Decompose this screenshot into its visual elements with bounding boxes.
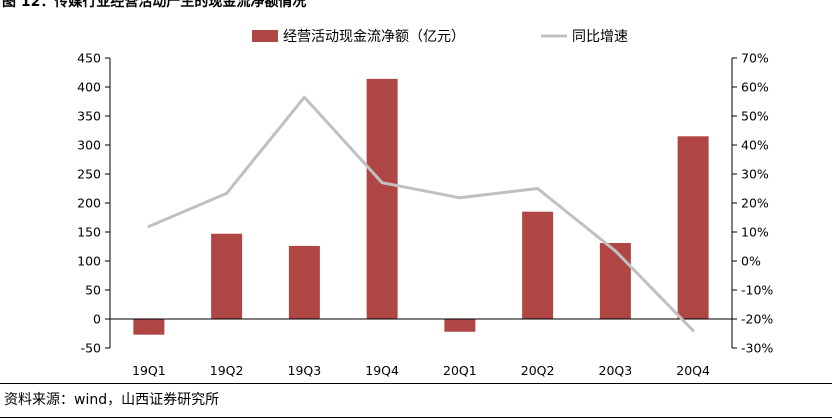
x-axis-tick-label: 20Q1 [443, 363, 477, 378]
x-axis-tick-label: 20Q4 [676, 363, 710, 378]
right-axis-tick-label: 20% [741, 196, 769, 211]
right-axis-tick-label: -30% [741, 341, 773, 356]
right-axis-tick-label: -20% [741, 312, 773, 327]
x-axis-tick-label: 19Q2 [210, 363, 244, 378]
bar-20Q4 [677, 136, 709, 319]
left-axis-tick-label: 350 [77, 109, 101, 124]
bar-19Q3 [288, 245, 320, 319]
right-axis-tick-label: 70% [741, 51, 769, 66]
x-axis-tick-label: 19Q1 [132, 363, 166, 378]
source-note: 资料来源：wind，山西证券研究所 [4, 392, 220, 408]
right-axis-tick-label: 30% [741, 167, 769, 182]
left-axis-tick-label: 200 [77, 196, 101, 211]
left-axis-tick-label: 300 [77, 138, 101, 153]
left-axis-tick-label: 100 [77, 254, 101, 269]
left-axis-tick-label: 150 [77, 225, 101, 240]
left-axis-tick-label: 250 [77, 167, 101, 182]
left-axis-tick-label: 400 [77, 80, 101, 95]
x-axis-tick-label: 19Q4 [365, 363, 399, 378]
right-axis-tick-label: 10% [741, 225, 769, 240]
x-axis-tick-label: 20Q2 [521, 363, 555, 378]
x-axis-tick-label: 19Q3 [288, 363, 322, 378]
source-divider-bottom [0, 417, 832, 418]
legend-label-line: 同比增速 [572, 29, 628, 45]
right-axis-tick-label: 50% [741, 109, 769, 124]
right-axis-tick-label: 0% [741, 254, 761, 269]
bar-20Q1 [444, 319, 476, 332]
figure-title: 图 12：传媒行业经营活动产生的现金流净额情况 [2, 0, 307, 10]
source-divider-top [0, 383, 832, 384]
cash-flow-chart: -50 0 50 100 150 200 250 300 350 400 450 -30% -20% -1… [77, 29, 773, 378]
x-axis-tick-label: 20Q3 [599, 363, 633, 378]
right-axis-tick-label: 60% [741, 80, 769, 95]
left-axis-tick-label: -50 [81, 341, 101, 356]
bar-19Q1 [133, 319, 165, 335]
right-axis-tick-label: 40% [741, 138, 769, 153]
legend-label-bar: 经营活动现金流净额（亿元） [283, 29, 465, 45]
bar-20Q2 [522, 211, 554, 319]
left-axis-tick-label: 450 [77, 51, 101, 66]
bar-20Q3 [599, 243, 631, 319]
right-axis-tick-label: -10% [741, 283, 773, 298]
left-axis-tick-label: 50 [85, 283, 101, 298]
growth-rate-line [147, 95, 695, 333]
bar-19Q4 [366, 78, 398, 319]
legend-swatch-bar [252, 30, 278, 42]
left-axis-tick-label: 0 [93, 312, 101, 327]
bar-19Q2 [211, 233, 243, 319]
